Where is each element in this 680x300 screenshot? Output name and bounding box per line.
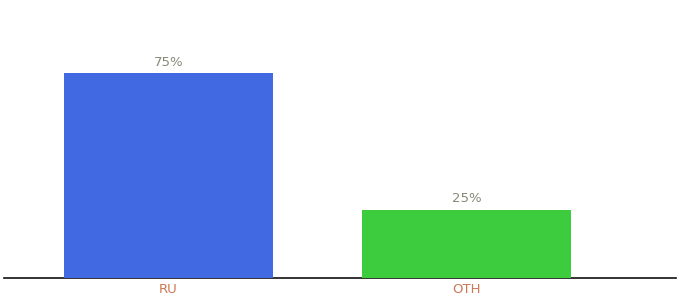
Text: 75%: 75% <box>154 56 183 68</box>
Text: 25%: 25% <box>452 192 481 206</box>
Bar <box>64 73 273 278</box>
Bar <box>362 209 571 278</box>
